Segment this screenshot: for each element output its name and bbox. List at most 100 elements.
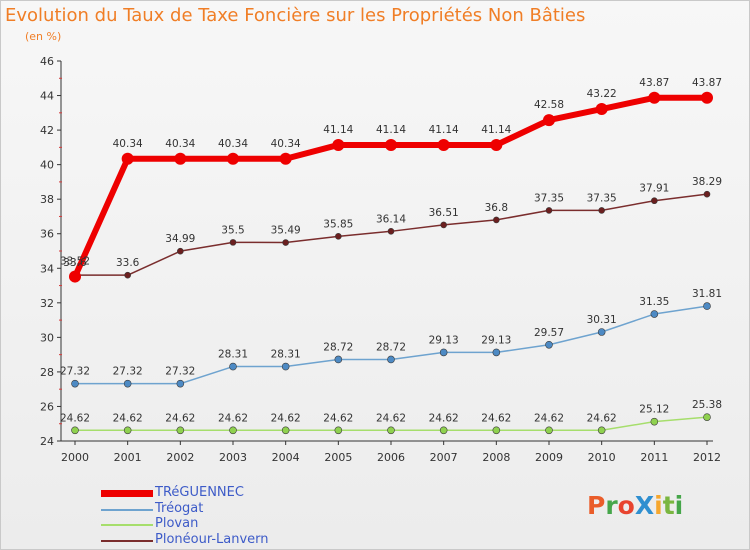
data-point (334, 426, 343, 435)
data-point (281, 362, 290, 371)
data-label: 24.62 (218, 412, 248, 424)
data-label: 29.13 (481, 334, 511, 346)
data-point (545, 207, 553, 214)
data-point (387, 355, 395, 364)
data-point (703, 302, 711, 310)
chart-title: Evolution du Taux de Taxe Foncière sur l… (5, 5, 586, 26)
data-label: 24.62 (271, 412, 301, 424)
data-point (650, 310, 659, 318)
data-labels: 33.52 40.34 40.34 40.34 40.34 41.14 41.14 41.14… (60, 77, 722, 425)
data-label: 24.62 (113, 412, 143, 424)
brand-letter: t (662, 491, 675, 520)
x-tick-label: 2010 (588, 451, 616, 464)
data-point (123, 379, 132, 388)
data-label: 35.49 (271, 225, 301, 237)
data-label: 37.35 (587, 192, 617, 204)
x-tick-label: 2002 (166, 451, 194, 464)
brand-letter: i (674, 491, 684, 520)
data-label: 24.62 (165, 412, 195, 424)
data-label: 33.52 (60, 256, 90, 268)
legend-label: Plovan (155, 516, 199, 531)
y-tick-label: 32 (40, 297, 54, 310)
y-tick-label: 46 (40, 55, 54, 68)
brand-letter: i (654, 491, 663, 520)
data-label: 28.72 (376, 341, 406, 353)
x-tick-label: 2007 (430, 451, 458, 464)
data-point (174, 152, 187, 165)
data-point (651, 197, 658, 205)
x-tick-label: 2011 (640, 451, 668, 464)
data-label: 28.31 (218, 349, 248, 361)
legend-label: Tréogat (155, 500, 204, 516)
data-label: 43.87 (639, 77, 669, 89)
data-point (597, 426, 606, 435)
y-tick-label: 26 (40, 400, 54, 413)
data-label: 25.12 (639, 404, 669, 416)
data-label: 29.13 (429, 334, 459, 346)
data-point (229, 239, 237, 246)
data-label: 24.62 (481, 412, 511, 424)
x-tick-label: 2009 (535, 451, 563, 464)
data-point (279, 152, 292, 165)
data-label: 37.91 (639, 183, 669, 195)
data-label: 41.14 (376, 124, 406, 136)
data-label: 36.51 (429, 207, 459, 219)
y-tick-label: 40 (40, 159, 54, 172)
data-label: 27.32 (60, 366, 90, 378)
data-point (650, 417, 659, 426)
data-point (229, 426, 237, 435)
data-point (701, 91, 713, 104)
data-label: 36.8 (485, 202, 508, 214)
data-label: 24.62 (376, 412, 406, 424)
y-tick-label: 24 (40, 435, 54, 448)
legend-swatch (101, 524, 153, 526)
data-point (71, 379, 79, 388)
data-label: 35.5 (221, 224, 244, 236)
brand-letter: P (587, 491, 606, 520)
data-label: 33.6 (63, 257, 87, 269)
y-tick-label: 30 (40, 331, 54, 344)
y-tick-label: 36 (40, 228, 54, 241)
legend-label: Plonéour-Lanvern (155, 531, 269, 547)
data-point (437, 138, 450, 151)
data-point (176, 379, 185, 388)
data-point (703, 413, 711, 421)
legend-swatch (101, 508, 153, 511)
data-label: 27.32 (165, 366, 195, 378)
data-label: 40.34 (113, 138, 143, 150)
data-label: 29.57 (534, 327, 564, 339)
legend-label: TRéGUENNEC (155, 485, 244, 500)
x-tick-label: 2001 (114, 451, 142, 464)
data-label: 42.58 (534, 99, 564, 111)
data-label: 30.31 (587, 314, 617, 326)
data-label: 38.29 (692, 176, 722, 188)
data-point (439, 348, 448, 357)
data-label: 25.38 (692, 399, 722, 411)
y-tick-label: 38 (40, 193, 54, 206)
data-label: 40.34 (271, 138, 301, 150)
brand-letter: o (617, 491, 635, 520)
data-label: 24.62 (587, 412, 617, 424)
data-label: 31.35 (639, 296, 669, 308)
data-point (387, 426, 395, 435)
data-point (176, 426, 185, 435)
data-point (490, 138, 503, 151)
data-label: 43.22 (587, 88, 617, 100)
y-tick-label: 42 (40, 124, 54, 137)
y-tick-label: 34 (40, 262, 54, 275)
data-label: 31.81 (692, 288, 722, 300)
y-tick-label: 44 (40, 90, 54, 103)
data-label: 40.34 (165, 138, 195, 150)
chart-unit: (en %) (25, 30, 62, 43)
y-tick-label: 28 (40, 366, 54, 379)
data-point (69, 270, 81, 283)
data-point (335, 233, 342, 240)
axes: 24 26 28 30 32 34 36 38 40 42 44 46 2000 2001 2002 2003… (40, 55, 721, 464)
data-label: 43.87 (692, 77, 722, 89)
data-label: 24.62 (60, 412, 90, 424)
data-point (229, 362, 237, 371)
data-point (545, 426, 553, 435)
data-point (492, 426, 501, 435)
